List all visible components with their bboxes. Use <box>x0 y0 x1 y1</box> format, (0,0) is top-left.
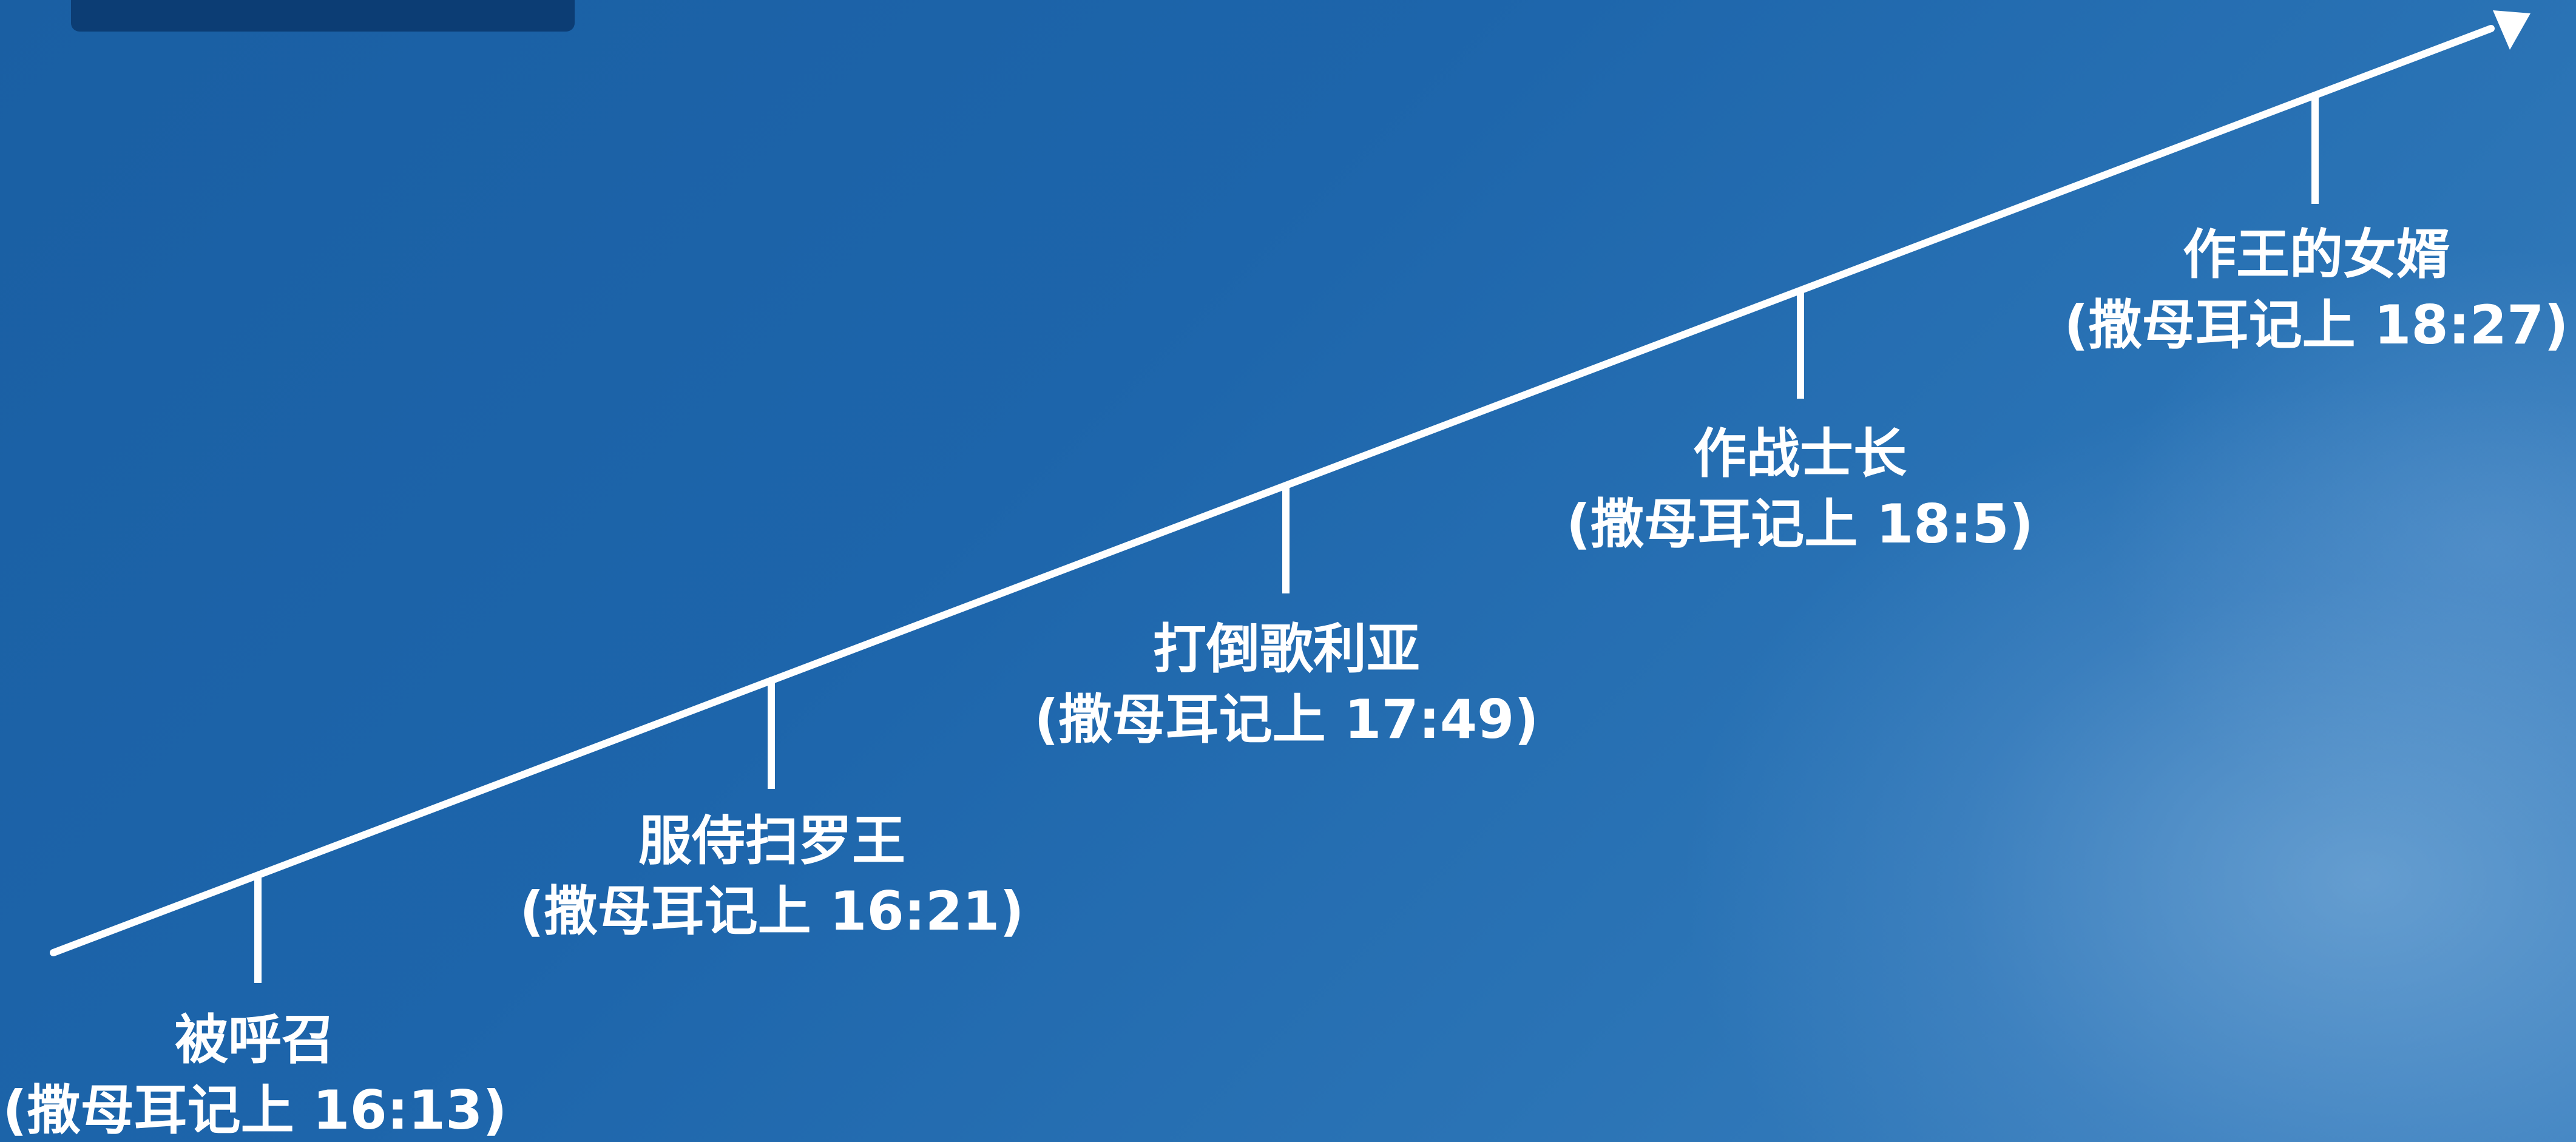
event-reference: (撒母耳记上 18:27) <box>2064 294 2569 357</box>
event-title: 被呼召 <box>174 1009 336 1071</box>
event-title: 服侍扫罗王 <box>638 809 906 872</box>
event-label-2: 服侍扫罗王 (撒母耳记上 16:21) <box>519 806 1024 947</box>
event-title: 作战士长 <box>1692 422 1907 485</box>
event-title: 打倒歌利亚 <box>1152 618 1421 680</box>
timeline-arrowhead <box>2493 10 2530 50</box>
event-reference: (撒母耳记上 18:5) <box>1566 493 2033 556</box>
corner-tab <box>71 0 575 32</box>
event-label-5: 作王的女婿 (撒母耳记上 18:27) <box>2064 220 2568 360</box>
event-title: 作王的女婿 <box>2182 223 2450 286</box>
event-label-3: 打倒歌利亚 (撒母耳记上 17:49) <box>1034 614 1538 755</box>
event-reference: (撒母耳记上 16:13) <box>2 1079 507 1142</box>
event-reference: (撒母耳记上 17:49) <box>1034 688 1539 751</box>
event-label-1: 被呼召 (撒母耳记上 16:13) <box>2 1005 507 1142</box>
event-label-4: 作战士长 (撒母耳记上 18:5) <box>1566 419 2033 559</box>
timeline-axis <box>50 25 2495 956</box>
event-reference: (撒母耳记上 16:21) <box>519 880 1024 943</box>
